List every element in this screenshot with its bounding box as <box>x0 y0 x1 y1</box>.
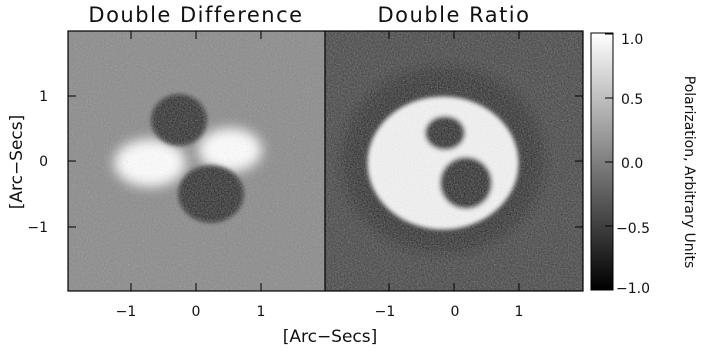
colorbar-tick-0: 0.0 <box>621 156 643 172</box>
colorbar-ticks <box>605 33 613 290</box>
x-tick-right-neg1: −1 <box>375 304 396 320</box>
panel-title-right: Double Ratio <box>377 3 530 27</box>
dd-bright-lobe-right <box>198 128 262 172</box>
x-tick-left-0: 0 <box>192 304 201 320</box>
y-tick-0: 0 <box>39 154 48 170</box>
x-tick-right-0: 0 <box>451 304 460 320</box>
panel-title-left: Double Difference <box>88 3 303 27</box>
dd-dark-lobe-lower <box>179 166 243 222</box>
dr-dark-blob-lower <box>440 157 492 209</box>
x-axis-right <box>388 31 520 291</box>
x-tick-left-neg1: −1 <box>116 304 137 320</box>
x-tick-left-1: 1 <box>257 304 266 320</box>
dd-dark-lobe-upper <box>152 95 206 145</box>
colorbar-tick-neg0.5: −0.5 <box>616 221 650 237</box>
double-difference-image <box>68 31 325 291</box>
y-tick-neg1: −1 <box>27 220 48 236</box>
colorbar-tick-1: 1.0 <box>621 32 643 48</box>
colorbar-label: Polarization, Arbitrary Units <box>681 76 697 269</box>
y-tick-1: 1 <box>39 89 48 105</box>
colorbar-tick-neg1: −1.0 <box>616 281 650 297</box>
x-axis-left <box>130 31 262 291</box>
double-ratio-image <box>325 31 583 291</box>
x-axis-label: [Arc−Secs] <box>283 327 378 347</box>
y-axis-label: [Arc−Secs] <box>7 115 27 210</box>
dd-bright-lobe-left <box>114 139 186 187</box>
dd-background <box>68 31 325 291</box>
colorbar-tick-0.5: 0.5 <box>621 92 643 108</box>
dr-dark-blob-upper <box>425 116 465 150</box>
y-axis-ticks <box>68 95 583 228</box>
x-tick-right-1: 1 <box>515 304 524 320</box>
